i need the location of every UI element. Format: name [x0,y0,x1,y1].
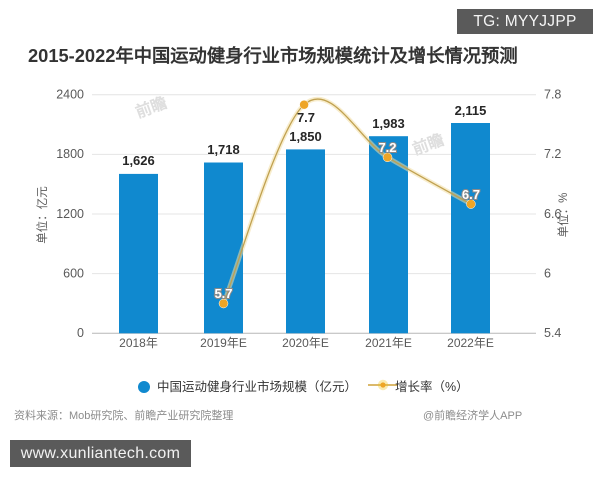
svg-text:1,850: 1,850 [289,129,322,144]
svg-text:2400: 2400 [56,88,84,102]
svg-text:2022年E: 2022年E [447,336,494,350]
svg-text:1,983: 1,983 [372,116,405,131]
svg-text:2018年: 2018年 [119,336,158,350]
svg-text:5.7: 5.7 [214,286,232,301]
svg-text:2019年E: 2019年E [200,336,247,350]
svg-text:6: 6 [544,267,551,281]
svg-text:前瞻: 前瞻 [133,93,170,122]
svg-text:600: 600 [63,267,84,281]
svg-text:单位：%: 单位：% [556,193,570,238]
svg-text:1200: 1200 [56,207,84,221]
svg-text:7.8: 7.8 [544,88,561,102]
svg-text:5.4: 5.4 [544,326,561,340]
svg-text:1,718: 1,718 [207,142,240,157]
svg-text:单位：亿元: 单位：亿元 [35,186,49,244]
svg-text:6.7: 6.7 [462,187,480,202]
svg-text:0: 0 [77,326,84,340]
svg-text:1800: 1800 [56,147,84,161]
svg-text:7.2: 7.2 [378,140,396,155]
svg-text:2020年E: 2020年E [282,336,329,350]
svg-text:7.2: 7.2 [544,147,561,161]
svg-text:2021年E: 2021年E [365,336,412,350]
svg-text:2,115: 2,115 [455,103,487,118]
svg-text:1,626: 1,626 [122,153,155,168]
svg-text:7.7: 7.7 [297,110,315,125]
